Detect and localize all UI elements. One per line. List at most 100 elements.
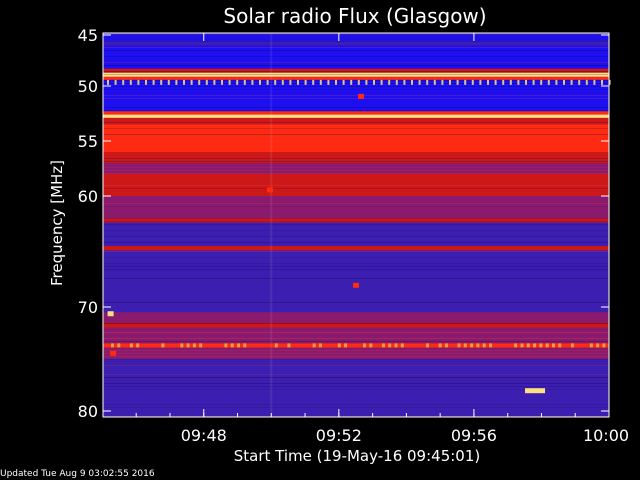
line-pulse <box>601 79 603 85</box>
line-pulse <box>403 79 406 85</box>
line-pulse <box>395 79 398 85</box>
line-pulse <box>570 79 573 85</box>
line-pulse <box>547 79 550 85</box>
line-pulse <box>479 79 482 85</box>
line-pulse <box>540 79 543 85</box>
line-pulse <box>400 343 404 348</box>
spectral-striation <box>103 332 609 333</box>
frequency-band <box>103 222 609 246</box>
line-pulse <box>243 343 247 348</box>
spectral-striation <box>103 62 609 63</box>
line-pulse <box>509 79 512 85</box>
line-pulse <box>213 79 216 85</box>
x-tick-label: 09:48 <box>181 426 227 445</box>
frequency-band <box>103 347 609 359</box>
line-pulse <box>221 79 223 85</box>
line-pulse <box>137 79 140 85</box>
spectral-striation <box>103 107 609 108</box>
spectral-striation <box>103 158 609 159</box>
line-pulse <box>236 79 239 85</box>
spectral-striation <box>103 350 609 351</box>
line-pulse <box>122 79 125 85</box>
x-tick-label: 09:56 <box>451 426 497 445</box>
spectral-striation <box>103 383 609 384</box>
spectral-striation <box>103 356 609 357</box>
line-pulse <box>433 79 436 85</box>
line-pulse <box>243 79 246 85</box>
line-pulse <box>449 79 451 85</box>
line-pulse <box>532 79 535 85</box>
frequency-band <box>103 72 609 77</box>
line-pulse <box>570 343 574 348</box>
spectral-striation <box>103 122 609 123</box>
line-pulse <box>545 343 549 348</box>
line-pulse <box>539 343 543 348</box>
frequency-band <box>103 218 609 223</box>
spectral-striation <box>103 95 609 96</box>
y-tick-label: 50 <box>78 77 98 96</box>
spectral-striation <box>103 269 609 270</box>
spectral-striation <box>103 323 609 324</box>
line-pulse <box>456 79 459 85</box>
line-pulse <box>438 343 442 348</box>
frequency-band <box>103 163 609 174</box>
frequency-band <box>103 152 609 163</box>
line-pulse <box>129 343 133 348</box>
spectral-striation <box>103 236 609 237</box>
line-pulse <box>266 79 269 85</box>
emission-spot <box>353 282 359 288</box>
spectral-striation <box>103 224 609 225</box>
time-streak <box>270 33 273 417</box>
spectral-striation <box>103 98 609 99</box>
frequency-band <box>103 250 609 313</box>
spectral-striation <box>103 41 609 42</box>
x-axis: 09:48 09:52 09:56 10:00 <box>135 33 629 445</box>
frequency-band <box>103 35 609 42</box>
line-pulse <box>199 343 203 348</box>
line-pulse <box>426 79 429 85</box>
frequency-band <box>103 45 609 69</box>
y-tick-label: 80 <box>78 402 98 421</box>
x-tick-label: 10:00 <box>583 426 629 445</box>
spectral-striation <box>103 173 609 174</box>
line-pulse <box>411 79 413 85</box>
spectral-striation <box>103 302 609 303</box>
y-axis-label: Frequency [MHz] <box>48 160 66 286</box>
spectral-striation <box>103 230 609 231</box>
line-pulse <box>525 79 527 85</box>
line-pulse <box>175 79 178 85</box>
x-tick-label: 09:52 <box>316 426 362 445</box>
line-pulse <box>555 79 558 85</box>
spectral-striation <box>103 125 609 126</box>
line-pulse <box>145 79 147 85</box>
line-pulse <box>167 79 170 85</box>
line-pulse <box>342 79 345 85</box>
line-pulse <box>198 79 201 85</box>
line-pulse <box>117 343 121 348</box>
line-pulse <box>441 79 444 85</box>
frequency-band <box>103 79 609 112</box>
line-pulse <box>289 79 292 85</box>
line-pulse <box>578 79 581 85</box>
line-pulse <box>369 343 373 348</box>
spectral-striation <box>103 338 609 339</box>
spectral-striation <box>103 353 609 354</box>
line-pulse <box>388 79 391 85</box>
line-pulse <box>357 79 360 85</box>
emission-spot <box>107 311 114 317</box>
line-pulse <box>111 343 114 348</box>
line-pulse <box>335 79 337 85</box>
spectral-striation <box>103 134 609 135</box>
frequency-band <box>103 343 609 348</box>
spectral-striation <box>103 65 609 66</box>
line-pulse <box>526 343 530 348</box>
spectral-striation <box>103 359 609 360</box>
spectral-striation <box>103 128 609 129</box>
frequency-band <box>103 174 609 196</box>
line-pulse <box>608 79 611 85</box>
line-pulse <box>319 79 322 85</box>
y-tick-label: 60 <box>78 187 98 206</box>
line-pulse <box>552 343 555 348</box>
line-pulse <box>318 343 322 348</box>
line-pulse <box>312 79 315 85</box>
